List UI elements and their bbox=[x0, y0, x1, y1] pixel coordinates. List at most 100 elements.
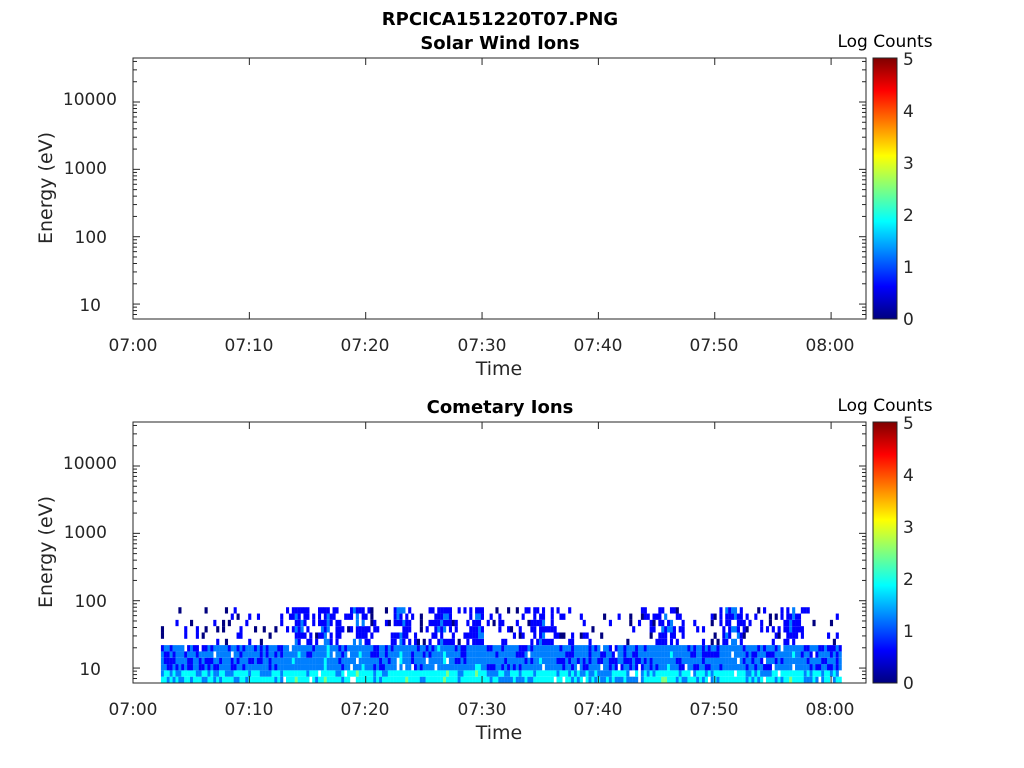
spectrogram-cell bbox=[731, 626, 735, 633]
spectrogram-cell bbox=[422, 657, 426, 665]
spectrogram-cell bbox=[361, 676, 365, 683]
spectrogram-cell bbox=[318, 607, 322, 614]
spectrogram-cell bbox=[547, 670, 551, 677]
spectrogram-cell bbox=[774, 657, 778, 665]
spectrogram-cell bbox=[658, 607, 662, 614]
spectrogram-cell bbox=[469, 657, 473, 665]
spectrogram-cell bbox=[754, 676, 758, 683]
spectrogram-cell bbox=[533, 645, 537, 652]
spectrogram-cell bbox=[504, 657, 508, 665]
y-axis: 10000 1000 100 10 bbox=[63, 424, 866, 684]
spectrogram-cell bbox=[739, 638, 743, 646]
spectrogram-cell bbox=[254, 626, 258, 633]
spectrogram-cell bbox=[536, 607, 540, 614]
spectrogram-cell bbox=[274, 676, 278, 683]
spectrogram-cell bbox=[507, 651, 511, 658]
spectrogram-cell bbox=[172, 676, 176, 683]
spectrogram-cell bbox=[402, 607, 406, 614]
spectrogram-cell bbox=[658, 632, 662, 639]
spectrogram-cell bbox=[550, 676, 554, 683]
spectrogram-cell bbox=[291, 645, 295, 652]
spectrogram-cell bbox=[745, 613, 749, 620]
spectrogram-cell bbox=[827, 664, 831, 671]
spectrogram-cell bbox=[533, 676, 537, 683]
spectrogram-cell bbox=[678, 664, 682, 671]
spectrogram-cell bbox=[498, 670, 502, 677]
spectrogram-cell bbox=[376, 676, 380, 683]
spectrogram-cell bbox=[736, 619, 740, 627]
spectrogram-cell bbox=[309, 645, 313, 652]
spectrogram-cell bbox=[254, 670, 258, 677]
spectrogram-cell bbox=[742, 657, 746, 665]
spectrogram-cell bbox=[536, 657, 540, 665]
spectrogram-cell bbox=[297, 638, 301, 646]
spectrogram-cell bbox=[614, 664, 618, 671]
spectrogram-cell bbox=[716, 670, 720, 677]
spectrogram-cell bbox=[230, 676, 234, 683]
spectrogram-cell bbox=[213, 645, 217, 652]
spectrogram-cell bbox=[251, 657, 255, 665]
spectrogram-cell bbox=[800, 632, 804, 639]
spectrogram-cell bbox=[358, 664, 362, 671]
spectrogram-cell bbox=[358, 632, 362, 639]
spectrogram-cell bbox=[672, 664, 676, 671]
spectrogram-cell bbox=[166, 651, 170, 658]
spectrogram-cell bbox=[256, 645, 261, 652]
spectrogram-cell bbox=[600, 632, 604, 639]
spectrogram-cell bbox=[681, 645, 685, 652]
spectrogram-cell bbox=[431, 645, 435, 652]
spectrogram-cell bbox=[795, 657, 799, 665]
spectrogram-cell bbox=[463, 657, 467, 665]
spectrogram-cell bbox=[521, 670, 525, 677]
spectrogram-cell bbox=[326, 670, 330, 677]
spectrogram-cell bbox=[230, 613, 234, 620]
spectrogram-cell bbox=[579, 632, 583, 639]
spectrogram-cell bbox=[544, 657, 548, 665]
spectrogram-cell bbox=[829, 651, 834, 658]
spectrogram-cell bbox=[402, 645, 406, 652]
spectrogram-cell bbox=[245, 619, 249, 627]
spectrogram-cell bbox=[786, 676, 790, 683]
spectrogram-cell bbox=[329, 613, 333, 620]
spectrogram-cell bbox=[576, 676, 580, 683]
spectrogram-cell bbox=[768, 651, 772, 658]
spectrogram-cell bbox=[329, 676, 333, 683]
colorbar-tick-label: 1 bbox=[903, 622, 914, 642]
spectrogram-cell bbox=[649, 619, 653, 627]
spectrogram-cell bbox=[448, 670, 452, 677]
spectrogram-cell bbox=[198, 670, 202, 677]
spectrogram-cell bbox=[629, 645, 633, 652]
spectrogram-cell bbox=[463, 670, 467, 677]
spectrogram-cell bbox=[524, 645, 528, 652]
spectrogram-cell bbox=[568, 670, 572, 677]
spectrogram-cell bbox=[582, 651, 586, 658]
spectrogram-cell bbox=[402, 670, 406, 677]
spectrogram-cell bbox=[463, 651, 467, 658]
spectrogram-cell bbox=[329, 651, 333, 658]
spectrogram-cell bbox=[722, 657, 726, 665]
spectrogram-cell bbox=[303, 607, 307, 614]
spectrogram-cell bbox=[274, 664, 278, 671]
spectrogram-cell bbox=[387, 670, 391, 677]
spectrogram-cell bbox=[547, 651, 551, 658]
spectrogram-cell bbox=[312, 676, 316, 683]
spectrogram-cell bbox=[530, 657, 534, 665]
spectrogram-cell bbox=[181, 670, 185, 677]
spectrogram-cell bbox=[291, 651, 295, 658]
spectrogram-cell bbox=[597, 645, 601, 652]
spectrogram-cell bbox=[824, 645, 828, 652]
spectrogram-cell bbox=[239, 645, 243, 652]
spectrogram-cell bbox=[800, 651, 804, 658]
spectrogram-cell bbox=[469, 626, 473, 633]
spectrogram-cell bbox=[576, 670, 580, 677]
spectrogram-cell bbox=[768, 676, 772, 683]
spectrogram-cell bbox=[655, 676, 659, 683]
spectrogram-cell bbox=[169, 657, 173, 665]
spectrogram-cell bbox=[635, 651, 639, 658]
spectrogram-cell bbox=[396, 651, 400, 658]
spectrogram-cell bbox=[448, 613, 452, 620]
spectrogram-cell bbox=[259, 638, 263, 646]
spectrogram-cell bbox=[806, 670, 810, 677]
spectrogram-cell bbox=[239, 632, 243, 639]
spectrogram-cell bbox=[675, 651, 679, 658]
